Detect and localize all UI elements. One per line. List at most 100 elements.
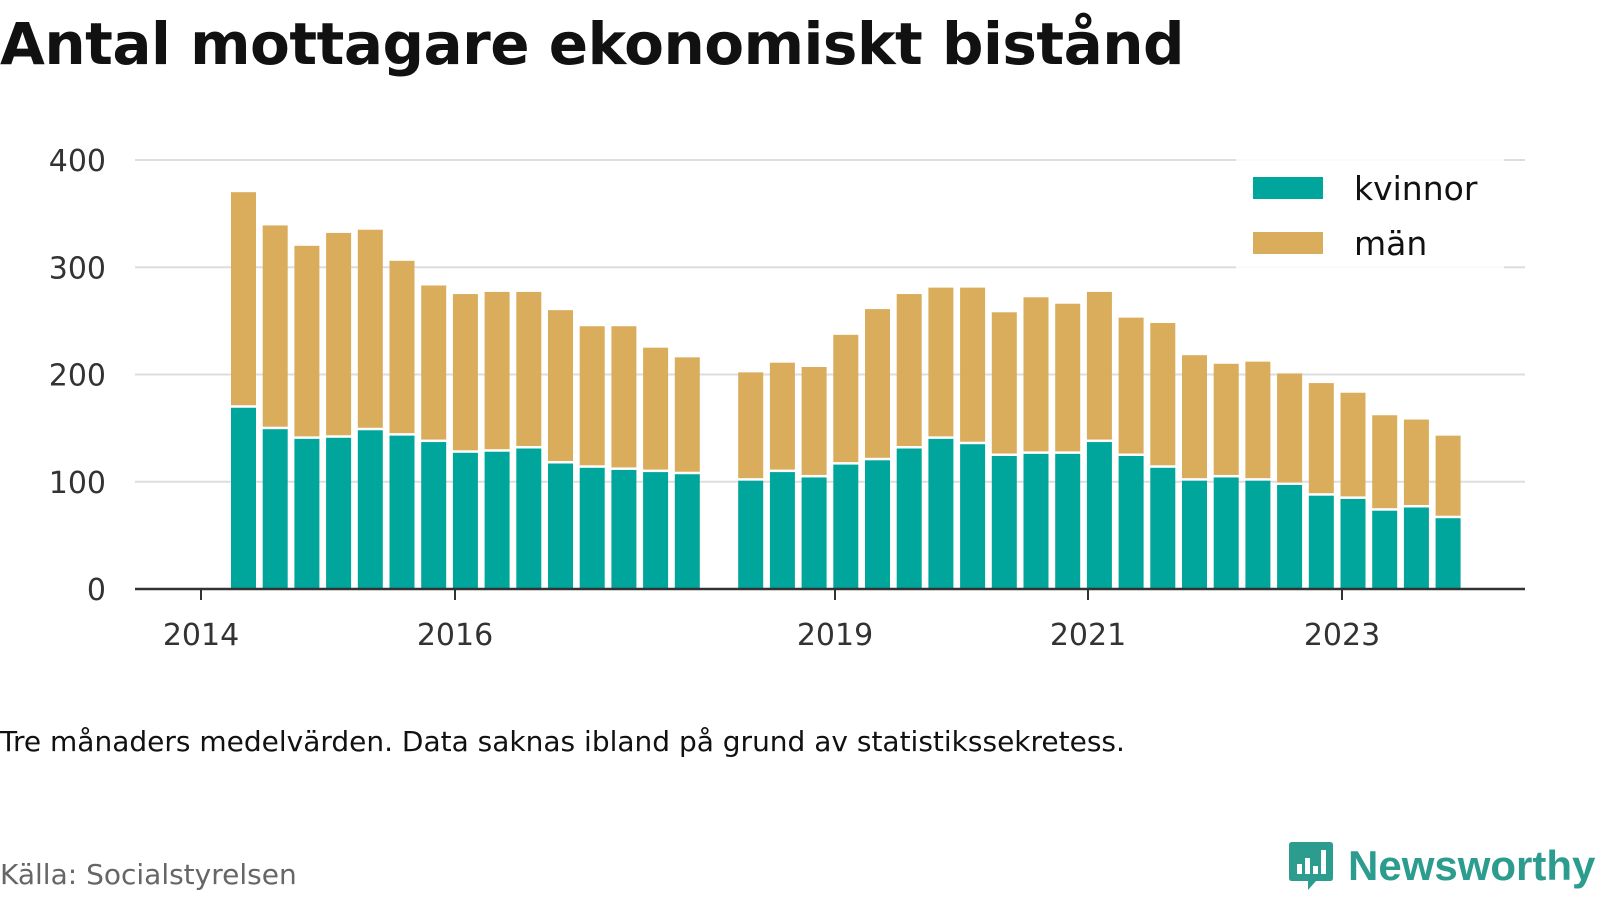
bar-kvinnor (548, 463, 573, 589)
legend-swatch (1253, 177, 1323, 199)
bar-man (579, 326, 605, 466)
bar-kvinnor (389, 435, 415, 589)
bar-man (960, 287, 986, 442)
bar-kvinnor (1435, 518, 1461, 589)
bar-kvinnor (516, 448, 542, 589)
bar-man (1403, 419, 1429, 505)
bar-man (1308, 383, 1334, 494)
bar-kvinnor (452, 452, 478, 589)
x-tick-label: 2014 (163, 618, 239, 653)
bar-kvinnor (769, 472, 795, 589)
bar-kvinnor (674, 474, 700, 589)
bar-man (1086, 291, 1112, 440)
bar-man (769, 362, 795, 470)
y-tick-label: 400 (49, 144, 106, 179)
bar-kvinnor (833, 464, 859, 589)
y-tick-label: 0 (87, 573, 106, 608)
bar-man (389, 260, 415, 434)
x-tick-label: 2019 (797, 618, 873, 653)
bar-kvinnor (1277, 484, 1303, 589)
bar-kvinnor (1213, 477, 1239, 589)
bar-kvinnor (611, 469, 637, 589)
bar-kvinnor (579, 467, 605, 589)
bar-kvinnor (1150, 467, 1176, 589)
bar-kvinnor (484, 451, 510, 589)
bar-man (1150, 323, 1176, 466)
bar-kvinnor (991, 456, 1017, 589)
bar-man (1055, 303, 1081, 452)
bar-kvinnor (1403, 507, 1429, 589)
bar-man (231, 192, 256, 406)
bar-kvinnor (643, 472, 669, 589)
newsworthy-logo-icon (1289, 842, 1333, 890)
bar-kvinnor (1182, 480, 1207, 589)
chart-title: Antal mottagare ekonomiskt bistånd (0, 10, 1185, 78)
chart-note: Tre månaders medelvärden. Data saknas ib… (0, 725, 1125, 758)
legend: kvinnor män (1236, 157, 1504, 269)
bar-man (1277, 373, 1303, 483)
stacked-bar-chart: 0 100 200 300 400 2014 2016 2019 2021 2023 kvinn… (49, 144, 1525, 653)
bar-kvinnor (294, 438, 320, 589)
bar-man (262, 225, 288, 427)
bar-kvinnor (896, 448, 922, 589)
bars (231, 192, 1461, 589)
bar-kvinnor (1086, 442, 1112, 589)
y-tick-label: 300 (49, 251, 106, 286)
bar-man (865, 309, 890, 458)
bar-kvinnor (1245, 480, 1271, 589)
bar-man (1435, 435, 1461, 516)
bar-man (1023, 297, 1049, 452)
x-tick-label: 2016 (417, 618, 493, 653)
bar-man (326, 232, 352, 436)
bar-kvinnor (421, 442, 447, 589)
bar-man (1340, 392, 1366, 497)
bar-man (1372, 415, 1398, 509)
bar-man (1213, 363, 1239, 475)
bar-kvinnor (1340, 498, 1366, 589)
bar-man (548, 310, 573, 462)
legend-label: män (1354, 224, 1427, 263)
x-axis: 2014 2016 2019 2021 2023 (135, 587, 1525, 653)
bar-man (928, 287, 954, 437)
bar-kvinnor (960, 444, 986, 589)
y-tick-label: 100 (49, 466, 106, 501)
bar-man (801, 366, 827, 475)
bar-kvinnor (738, 480, 764, 589)
bar-kvinnor (928, 438, 954, 589)
bar-man (452, 294, 478, 451)
bar-man (516, 291, 542, 447)
bar-man (1245, 361, 1271, 479)
x-tick-label: 2021 (1050, 618, 1126, 653)
bar-kvinnor (326, 437, 352, 589)
bar-man (896, 294, 922, 447)
bar-man (611, 326, 637, 468)
bar-kvinnor (262, 429, 288, 589)
bar-kvinnor (801, 477, 827, 589)
bar-kvinnor (1372, 510, 1398, 589)
bar-man (991, 312, 1017, 454)
bar-kvinnor (1308, 495, 1334, 589)
bar-man (643, 347, 669, 470)
bar-kvinnor (231, 407, 256, 589)
bar-man (294, 245, 320, 437)
y-axis-ticks: 0 100 200 300 400 (49, 144, 106, 608)
y-tick-label: 200 (49, 359, 106, 394)
bar-kvinnor (1055, 453, 1081, 589)
bar-man (1118, 317, 1144, 454)
bar-man (357, 229, 383, 428)
bar-man (738, 372, 764, 479)
source-credit: Källa: Socialstyrelsen (0, 858, 297, 891)
bar-kvinnor (865, 460, 890, 589)
bar-man (833, 334, 859, 463)
bar-man (484, 291, 510, 450)
bar-kvinnor (1023, 453, 1049, 589)
legend-swatch (1253, 232, 1323, 254)
bar-kvinnor (1118, 456, 1144, 589)
bar-kvinnor (357, 430, 383, 589)
newsworthy-logo: Newsworthy (1288, 840, 1595, 892)
bar-man (1182, 355, 1207, 479)
brand-name: Newsworthy (1348, 842, 1596, 889)
bar-man (674, 357, 700, 472)
legend-label: kvinnor (1354, 169, 1478, 208)
x-tick-label: 2023 (1304, 618, 1380, 653)
